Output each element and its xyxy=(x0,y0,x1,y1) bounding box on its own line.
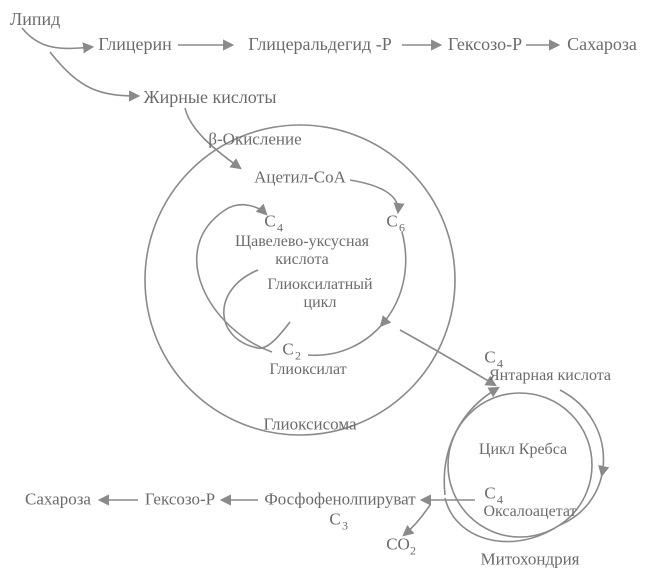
label-acetyl: Ацетил-CoA xyxy=(254,169,346,188)
label-pep: Фосфофенолпируват xyxy=(264,491,415,510)
gx-to-c4-arc xyxy=(197,205,272,352)
label-glycerin: Глицерин xyxy=(98,35,172,55)
label-mito: Митохондрия xyxy=(480,551,579,570)
label-hexozo2: Гексозо-P xyxy=(145,491,215,510)
label-krebs: Цикл Кребса xyxy=(479,441,567,459)
label-co2: CO xyxy=(386,536,410,555)
label-c6: C xyxy=(386,213,397,232)
lipid-to-fatty xyxy=(50,52,138,96)
label-co2s: 2 xyxy=(410,544,416,557)
label-sucrose1: Сахароза xyxy=(567,35,637,55)
label-glyoxysome: Глиоксисома xyxy=(263,416,356,435)
label-succinic: Янтарная кислота xyxy=(489,367,611,385)
label-c3s: 3 xyxy=(342,519,348,532)
label-glxcycle2: цикл xyxy=(304,294,337,312)
label-boxid: β-Окисление xyxy=(208,131,301,150)
label-hexozo1: Гексозо-P xyxy=(448,35,522,55)
label-c2: C xyxy=(282,341,293,360)
acetyl-to-c6 xyxy=(350,180,398,212)
label-sucrose2: Сахароза xyxy=(25,491,91,510)
label-fatty: Жирные кислоты xyxy=(143,88,276,108)
label-c6s: 6 xyxy=(399,221,405,234)
label-c4a: C xyxy=(264,213,275,232)
label-lipid: Липид xyxy=(10,10,60,30)
label-glyceraldehyde: Глицеральдегид -P xyxy=(248,35,391,55)
pep-to-co2 xyxy=(404,505,430,535)
label-c4b: C xyxy=(484,349,495,368)
lipid-to-glycerin xyxy=(22,28,92,48)
out-to-succ xyxy=(400,330,495,385)
label-oxalo2: кислота xyxy=(275,251,329,269)
label-oxalo: Щавелево-уксусная xyxy=(235,233,369,251)
label-oxaloacet: Оксалоацетат xyxy=(483,503,576,521)
diagram-stage: Липид Глицерин Глицеральдегид -P Гексозо-P С… xyxy=(0,0,662,580)
label-c3: C xyxy=(329,511,340,530)
label-glxcycle1: Глиоксилатный xyxy=(267,276,372,294)
label-c4c: C xyxy=(484,485,495,504)
label-glyoxylate: Глиоксилат xyxy=(269,361,346,379)
